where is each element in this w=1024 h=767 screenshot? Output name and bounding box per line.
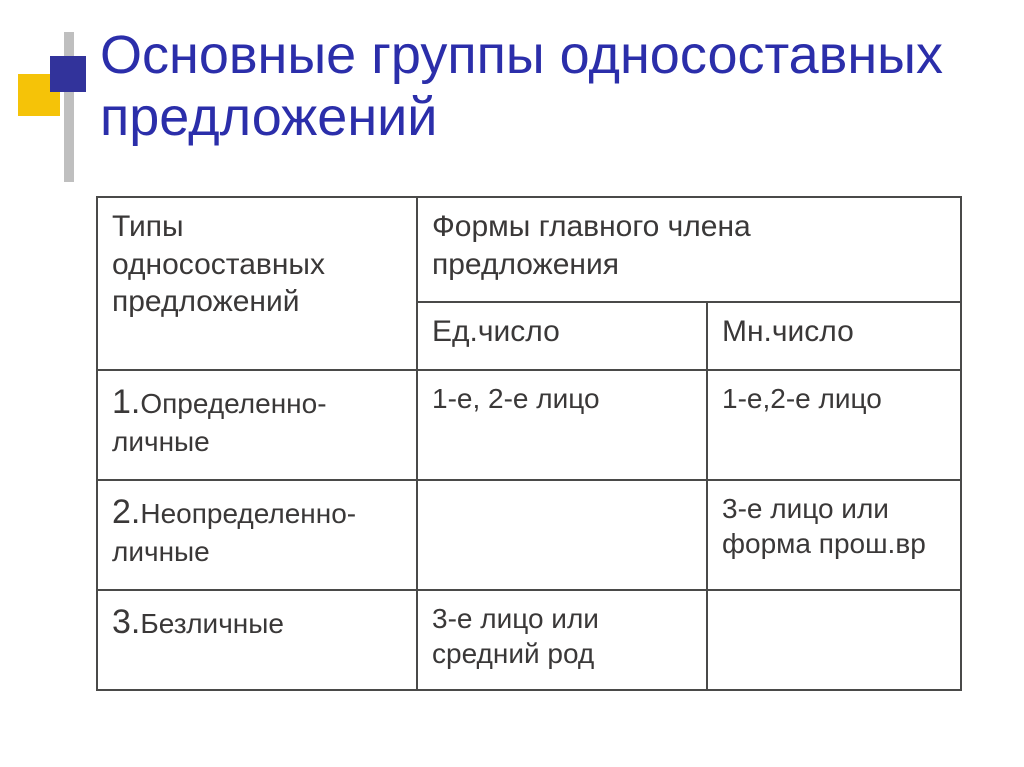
header-col2-merged: Формы главного члена предложения [417,197,961,302]
title-decor [18,28,88,188]
row-type-cell: 3.Безличные [97,590,417,690]
decor-bar-gray [64,32,74,182]
header-col1: Типы односоставных предложений [97,197,417,370]
types-table: Типы односоставных предложений Формы гла… [96,196,960,691]
header-plural: Мн.число [707,302,961,370]
row-plural: 1-е,2-е лицо [707,370,961,480]
row-singular: 1-е, 2-е лицо [417,370,707,480]
row-num: 1. [112,383,140,421]
table-row: 1.Определенно-личные 1-е, 2-е лицо 1-е,2… [97,370,961,480]
table-header-row-1: Типы односоставных предложений Формы гла… [97,197,961,302]
row-label: Определенно-личные [112,388,327,458]
table-row: 3.Безличные 3-е лицо или средний род [97,590,961,690]
row-type-cell: 1.Определенно-личные [97,370,417,480]
row-plural [707,590,961,690]
row-singular: 3-е лицо или средний род [417,590,707,690]
row-num: 2. [112,493,140,531]
table-row: 2.Неопределенно-личные 3-е лицо или форм… [97,480,961,590]
decor-square-blue [50,56,86,92]
row-label: Неопределенно-личные [112,498,356,568]
header-singular: Ед.число [417,302,707,370]
row-label: Безличные [140,608,284,639]
row-singular [417,480,707,590]
row-num: 3. [112,603,140,641]
slide-title: Основные группы односоставных предложени… [100,24,980,148]
row-plural: 3-е лицо или форма прош.вр [707,480,961,590]
row-type-cell: 2.Неопределенно-личные [97,480,417,590]
